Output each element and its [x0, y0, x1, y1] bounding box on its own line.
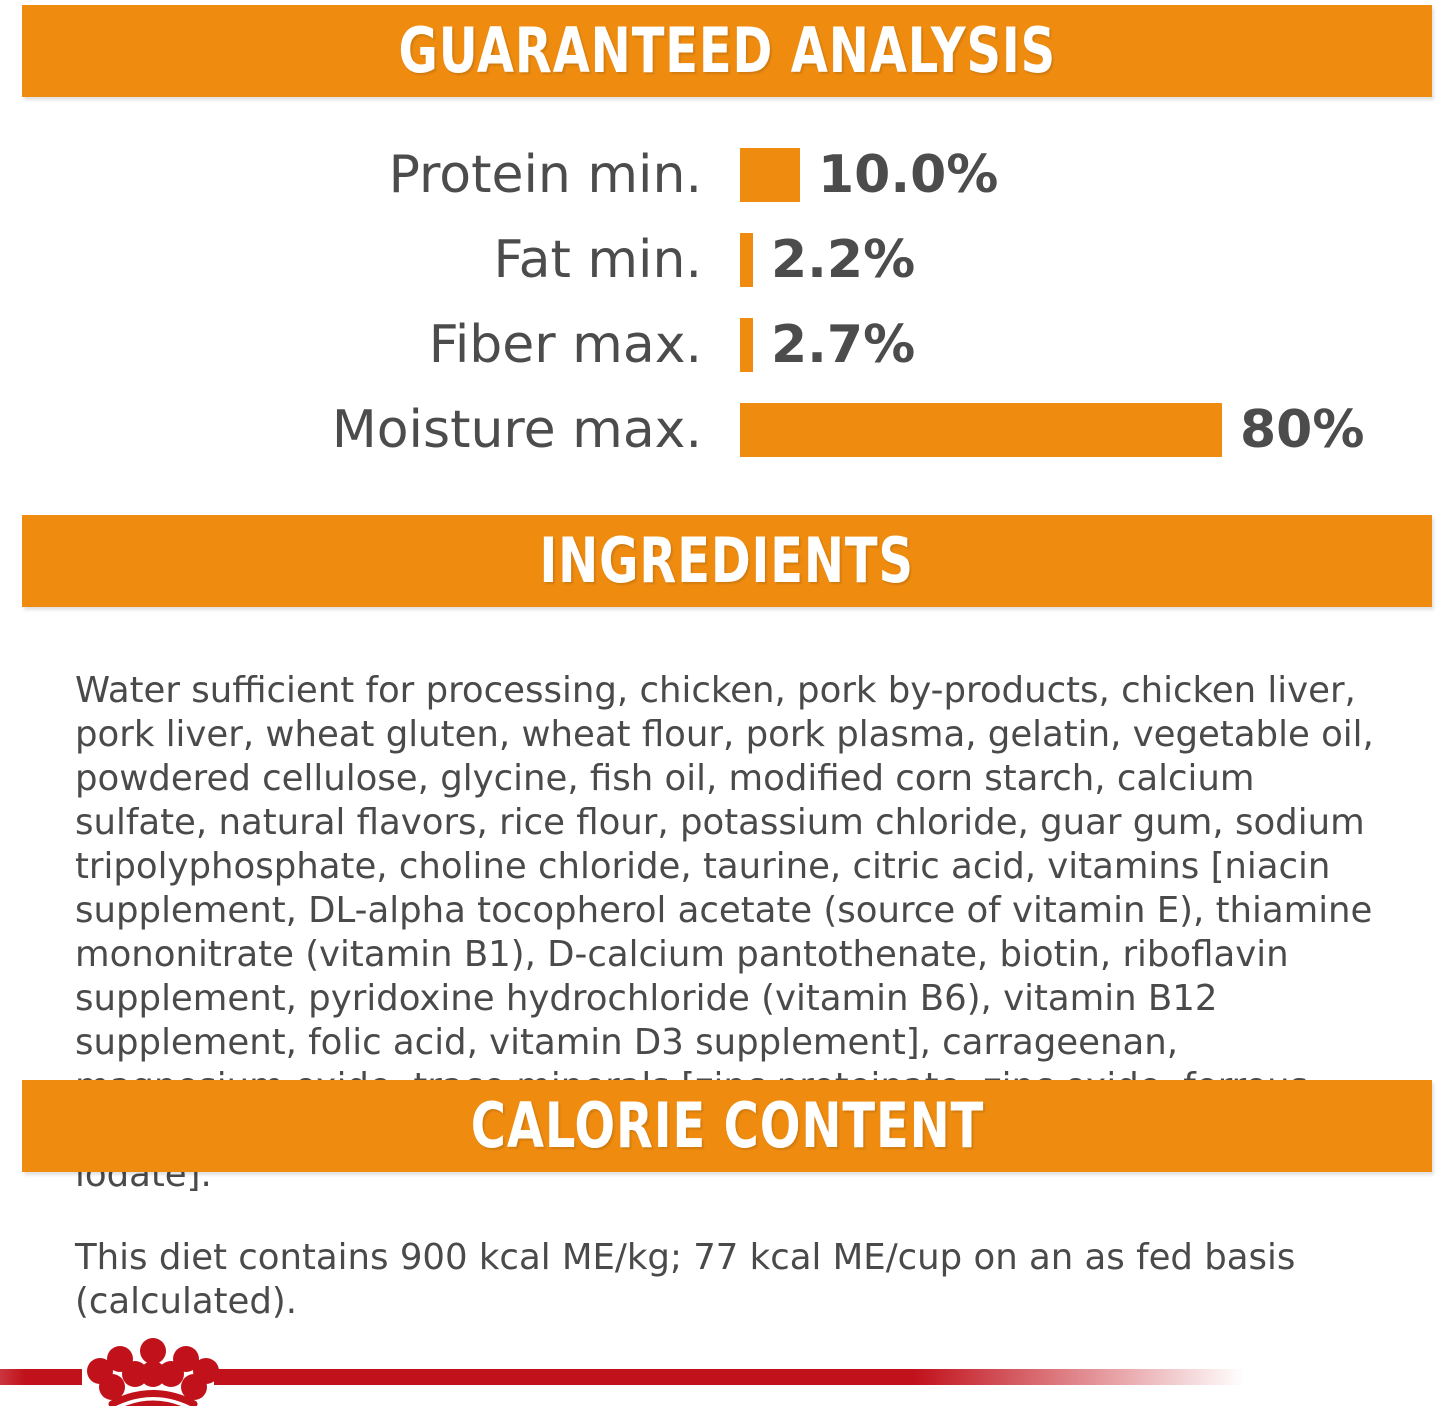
nutrient-row-moisture: Moisture max. 80% — [0, 387, 1445, 472]
nutrient-row-fat: Fat min. 2.2% — [0, 217, 1445, 302]
section-header-ingredients: INGREDIENTS — [22, 515, 1432, 607]
section-title-ingredients: INGREDIENTS — [539, 524, 915, 597]
nutrient-value-fat: 2.2% — [771, 229, 916, 290]
section-title-calorie-content: CALORIE CONTENT — [470, 1089, 984, 1162]
nutrient-bar-group-moisture: 80% — [740, 387, 1364, 472]
calorie-content-paragraph: This diet contains 900 kcal ME/kg; 77 kc… — [75, 1236, 1296, 1322]
nutrient-bar-protein — [740, 147, 800, 202]
nutrient-label-fat: Fat min. — [493, 229, 702, 290]
nutrient-label-protein: Protein min. — [388, 144, 702, 205]
nutrient-value-protein: 10.0% — [818, 144, 999, 205]
nutrient-bar-group-fiber: 2.7% — [740, 302, 915, 387]
crown-icon — [0, 1338, 1244, 1411]
nutrient-label-fiber: Fiber max. — [428, 314, 702, 375]
section-header-calorie-content: CALORIE CONTENT — [22, 1080, 1432, 1172]
nutrient-bar-fat — [740, 232, 753, 287]
nutrient-row-fiber: Fiber max. 2.7% — [0, 302, 1445, 387]
nutrient-bar-group-fat: 2.2% — [740, 217, 915, 302]
nutrient-value-fiber: 2.7% — [771, 314, 916, 375]
nutrient-value-moisture: 80% — [1240, 399, 1365, 460]
nutrient-row-protein: Protein min. 10.0% — [0, 132, 1445, 217]
guaranteed-analysis-rows: Protein min. 10.0% Fat min. 2.2% Fiber m… — [0, 132, 1445, 472]
nutrient-bar-group-protein: 10.0% — [740, 132, 998, 217]
royal-canin-crown-logo — [0, 1336, 1445, 1411]
nutrient-bar-fiber — [740, 317, 753, 372]
section-header-guaranteed-analysis: GUARANTEED ANALYSIS — [22, 5, 1432, 97]
section-title-guaranteed-analysis: GUARANTEED ANALYSIS — [398, 14, 1056, 87]
nutrient-bar-moisture — [740, 402, 1222, 457]
nutrient-label-moisture: Moisture max. — [331, 399, 702, 460]
